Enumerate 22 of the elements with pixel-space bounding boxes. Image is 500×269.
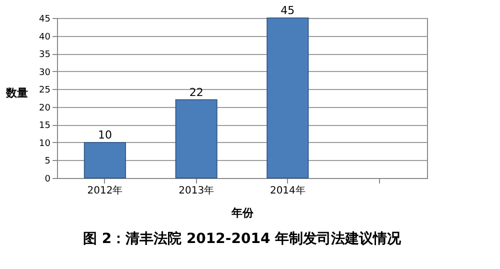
y-tick-label: 10 [39,138,51,149]
y-tick-label: 45 [39,14,50,24]
y-tick-label: 5 [44,156,50,167]
x-tick-label: 2014年 [270,184,306,196]
y-tick-label: 25 [39,86,50,96]
y-tick-label: 15 [39,121,50,132]
bar [175,99,218,178]
y-tick-label: 20 [39,103,51,114]
x-tick-label: 2013年 [178,184,214,196]
x-axis-title: 年份 [230,206,254,220]
data-label: 45 [280,4,295,17]
y-tick-label: 40 [39,32,51,42]
y-axis-title: 数量 [5,86,28,100]
data-label: 22 [189,86,204,99]
bar [84,142,126,178]
y-tick-label: 0 [44,174,51,184]
x-tick-label: 2012年 [87,184,123,196]
text: 图 2：清丰法院 2012-2014 年制发司法建议情况 [82,230,402,247]
bar [266,18,309,178]
y-tick-label: 30 [39,68,51,78]
data-label: 10 [98,128,112,142]
y-tick-label: 35 [39,50,50,60]
